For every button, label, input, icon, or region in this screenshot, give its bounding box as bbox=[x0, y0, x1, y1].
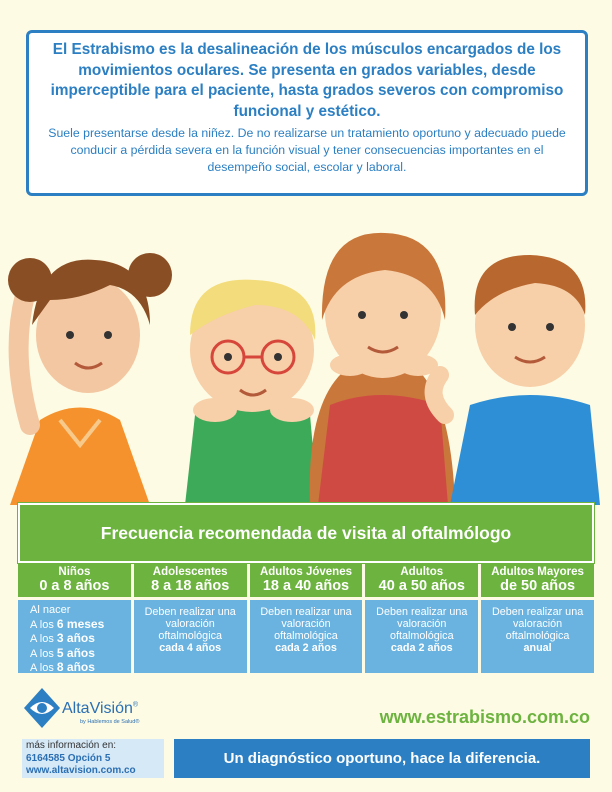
schedule-col-adultos: Adultos 40 a 50 años Deben realizar una … bbox=[365, 563, 479, 673]
list-item: Al nacer bbox=[30, 604, 71, 616]
frequency: cada 2 años bbox=[390, 642, 453, 654]
schedule-col-adolescentes: Adolescentes 8 a 18 años Deben realizar … bbox=[133, 563, 247, 673]
col-body: Deben realizar una valoración oftalmológ… bbox=[249, 600, 363, 673]
col-header: Adultos Jóvenes 18 a 40 años bbox=[249, 563, 363, 597]
group-name: Adultos Jóvenes bbox=[259, 566, 352, 578]
frequency: cada 2 años bbox=[275, 642, 337, 654]
frequency: anual bbox=[523, 642, 552, 654]
boy-glasses-figure bbox=[185, 279, 318, 505]
recommendation-text: Deben realizar una valoración oftalmológ… bbox=[376, 606, 468, 642]
col-body: Deben realizar una valoración oftalmológ… bbox=[365, 600, 479, 673]
col-body: Deben realizar una valoración oftalmológ… bbox=[133, 600, 247, 673]
schedule-col-adultos-jovenes: Adultos Jóvenes 18 a 40 años Deben reali… bbox=[249, 563, 363, 673]
recommendation-text: Deben realizar una valoración oftalmológ… bbox=[491, 606, 584, 642]
site-url-link[interactable]: www.estrabismo.com.co bbox=[379, 707, 590, 727]
girl-orange-figure bbox=[8, 253, 172, 505]
group-range: 18 a 40 años bbox=[262, 578, 350, 594]
group-name: Adolescentes bbox=[152, 566, 228, 578]
girl-red-figure bbox=[309, 232, 455, 505]
group-range: 0 a 8 años bbox=[39, 578, 110, 594]
schedule-col-adultos-mayores: Adultos Mayores de 50 años Deben realiza… bbox=[481, 563, 594, 673]
boy-blue-figure bbox=[424, 255, 600, 505]
info-label: más información en: bbox=[26, 740, 117, 751]
col-header: Adultos 40 a 50 años bbox=[365, 563, 479, 597]
group-range: 8 a 18 años bbox=[151, 578, 230, 594]
motto-banner: Un diagnóstico oportuno, hace la diferen… bbox=[174, 739, 590, 778]
recommendation-text: Deben realizar una valoración oftalmológ… bbox=[260, 606, 352, 642]
eye-diamond-icon bbox=[24, 688, 60, 728]
col-header: Niños 0 a 8 años bbox=[18, 563, 131, 597]
group-range: 40 a 50 años bbox=[378, 578, 465, 594]
group-name: Adultos Mayores bbox=[491, 566, 584, 578]
schedule-columns: Niños 0 a 8 años Al nacer A los 6 meses … bbox=[18, 563, 594, 674]
list-item: A los 8 años bbox=[30, 660, 95, 674]
intro-lead: El Estrabismo es la desalineación de los… bbox=[50, 41, 564, 120]
col-body: Deben realizar una valoración oftalmológ… bbox=[481, 600, 594, 673]
recommendation-text: Deben realizar una valoración oftalmológ… bbox=[144, 606, 236, 642]
altavision-logo bbox=[24, 688, 60, 728]
schedule-col-ninos: Niños 0 a 8 años Al nacer A los 6 meses … bbox=[18, 563, 131, 674]
col-header: Adolescentes 8 a 18 años bbox=[133, 563, 247, 597]
group-range: de 50 años bbox=[500, 578, 576, 594]
col-header: Adultos Mayores de 50 años bbox=[481, 563, 594, 597]
contact-info: más información en: 6164585 Opción 5 www… bbox=[22, 739, 164, 778]
group-name: Niños bbox=[58, 566, 91, 578]
group-name: Adultos bbox=[400, 566, 444, 578]
list-item: A los 3 años bbox=[30, 631, 95, 645]
col-body: Al nacer A los 6 meses A los 3 años A lo… bbox=[18, 600, 131, 674]
brand-url-link[interactable]: www.altavision.com.co bbox=[26, 765, 136, 776]
frequency: cada 4 años bbox=[159, 642, 222, 654]
list-item: A los 5 años bbox=[30, 645, 95, 660]
brand-tagline: by Hablemos de Salud® bbox=[80, 719, 140, 725]
children-illustration bbox=[8, 232, 600, 505]
brand-name: AltaVisión® bbox=[62, 700, 139, 717]
schedule-title: Frecuencia recomendada de visita al ofta… bbox=[17, 502, 595, 564]
list-item: A los 6 meses bbox=[30, 616, 105, 631]
phone: 6164585 Opción 5 bbox=[26, 752, 111, 764]
intro-body: Suele presentarse desde la niñez. De no … bbox=[48, 126, 566, 174]
intro-box: El Estrabismo es la desalineación de los… bbox=[26, 30, 588, 196]
